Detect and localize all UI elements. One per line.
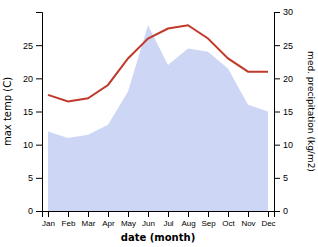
tick-label: Jul <box>163 219 173 228</box>
tick-mark <box>274 178 280 179</box>
tick: Aug <box>181 211 195 228</box>
tick: 30 <box>274 7 293 17</box>
tick-mark <box>274 112 280 113</box>
tick-label: 10 <box>23 140 33 150</box>
tick-label: 0 <box>283 206 288 216</box>
tick-label: Mar <box>82 219 96 228</box>
tick-label: Aug <box>181 219 195 228</box>
tick: Oct <box>222 211 235 228</box>
tick-label: 25 <box>283 41 293 51</box>
tick-label: 5 <box>283 173 288 183</box>
axis-line <box>43 212 275 218</box>
tick: Jan <box>42 211 55 228</box>
tick-label: Jun <box>142 219 155 228</box>
tick-mark <box>128 211 129 217</box>
tick: 0 <box>274 206 288 216</box>
tick-label: 30 <box>283 7 293 17</box>
tick-mark <box>88 211 89 217</box>
plot: Jan Feb Mar Apr May Jun Jul Aug Sep Oct Nov Dec 0 5 10… <box>23 7 293 227</box>
tick-mark <box>148 211 149 217</box>
tick-label: 25 <box>23 41 33 51</box>
tick-mark <box>68 211 69 217</box>
tick-mark <box>274 45 280 46</box>
tick: Jul <box>163 211 173 228</box>
tick: 10 <box>274 140 293 150</box>
tick: Nov <box>241 211 255 228</box>
tick: Dec <box>261 211 275 228</box>
tick-label: May <box>121 219 136 228</box>
tick-label: 20 <box>23 74 33 84</box>
tick: 25 <box>23 41 42 51</box>
tick: Sep <box>201 211 216 228</box>
tick: May <box>121 211 136 228</box>
tick-label: 15 <box>23 107 33 117</box>
tick: Jun <box>142 211 155 228</box>
tick-label: 0 <box>28 206 33 216</box>
tick-label: Nov <box>241 219 255 228</box>
tick: 10 <box>23 140 42 150</box>
axis-line <box>275 13 281 212</box>
tick-label: 10 <box>283 140 293 150</box>
tick-mark <box>48 211 49 217</box>
x-axis-title: date (month) <box>121 232 195 243</box>
tick-mark <box>36 178 42 179</box>
tick: 15 <box>23 107 42 117</box>
tick-mark <box>274 12 280 13</box>
tick-mark <box>268 211 269 217</box>
tick-label: Dec <box>261 219 275 228</box>
tick-mark <box>168 211 169 217</box>
tick: Apr <box>102 211 115 228</box>
tick-mark <box>108 211 109 217</box>
tick: 5 <box>28 173 42 183</box>
tick: 20 <box>23 74 42 84</box>
tick-label: Feb <box>62 219 76 228</box>
tick-label: 5 <box>28 173 33 183</box>
axis-line <box>36 13 43 212</box>
tick-mark <box>274 211 280 212</box>
tick-mark <box>36 145 42 146</box>
tick: 5 <box>274 173 288 183</box>
tick-mark <box>36 78 42 79</box>
tick-label: 15 <box>283 107 293 117</box>
tick: 25 <box>274 41 293 51</box>
tick-label: Apr <box>102 219 115 228</box>
tick-mark <box>274 145 280 146</box>
y-axis: 0 5 10 15 20 25 <box>23 13 43 217</box>
tick-label: Jan <box>42 219 55 228</box>
tick-mark <box>36 45 42 46</box>
tick: Mar <box>82 211 96 228</box>
y-axis-title: max temp (C) <box>2 77 13 146</box>
tick-mark <box>36 112 42 113</box>
tick-label: 20 <box>283 74 293 84</box>
tick-label: Sep <box>201 219 216 228</box>
tick-mark <box>188 211 189 217</box>
tick-mark <box>36 211 42 212</box>
y2-axis: 0 5 10 15 20 25 30 <box>274 7 293 216</box>
tick: Feb <box>62 211 76 228</box>
tick-mark <box>248 211 249 217</box>
area <box>48 25 268 211</box>
tick-label: Oct <box>222 219 235 228</box>
chart: Jan Feb Mar Apr May Jun Jul Aug Sep Oct Nov Dec 0 5 10… <box>0 0 318 247</box>
tick-mark <box>274 78 280 79</box>
tick-mark <box>208 211 209 217</box>
tick-mark <box>228 211 229 217</box>
y2-axis-title: med. precipitation (kg/m2) <box>306 51 316 172</box>
line <box>48 25 268 101</box>
tick: 15 <box>274 107 293 117</box>
tick: 0 <box>28 206 42 216</box>
tick: 20 <box>274 74 293 84</box>
marks <box>48 25 268 211</box>
x-axis: Jan Feb Mar Apr May Jun Jul Aug Sep Oct Nov Dec <box>42 211 276 228</box>
